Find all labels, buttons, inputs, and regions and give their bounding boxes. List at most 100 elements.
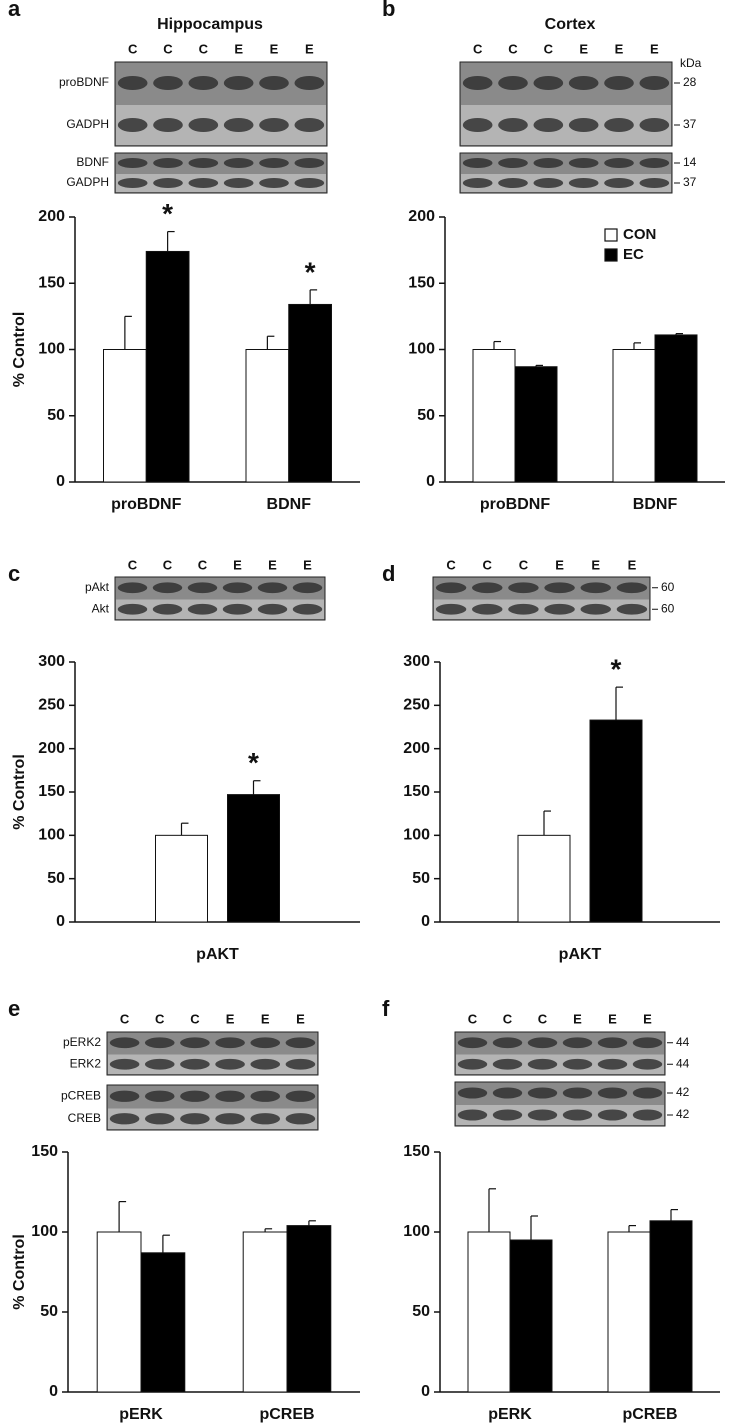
band (188, 158, 219, 168)
panel-label: b (382, 0, 395, 21)
y-tick-label: 0 (56, 473, 65, 490)
lane-label: C (538, 1011, 548, 1026)
band (498, 76, 528, 90)
band (180, 1113, 210, 1125)
band (639, 178, 670, 188)
band (109, 1037, 140, 1049)
y-tick-label: 100 (403, 827, 430, 844)
bar (509, 1239, 553, 1393)
band (259, 118, 289, 132)
y-tick-label: 200 (38, 208, 65, 225)
kda-label: 14 (683, 155, 697, 169)
bar (654, 334, 698, 483)
y-tick-label: 50 (40, 1303, 58, 1320)
band (498, 158, 528, 168)
band (259, 158, 289, 168)
kda-label: 37 (683, 117, 697, 131)
kda-header: kDa (680, 56, 702, 70)
band (457, 1109, 488, 1121)
bar (589, 719, 643, 923)
band (639, 118, 670, 132)
band (632, 1087, 663, 1099)
lane-label: E (305, 41, 314, 56)
y-tick-label: 100 (31, 1223, 58, 1240)
panel-title: Hippocampus (157, 16, 263, 33)
x-tick-label: proBDNF (480, 496, 550, 513)
lane-label: E (234, 41, 243, 56)
lane-label: E (591, 557, 600, 572)
y-tick-label: 250 (403, 697, 430, 714)
band (457, 1037, 488, 1049)
x-tick-label: proBDNF (111, 496, 181, 513)
x-tick-label: pCREB (259, 1406, 314, 1423)
y-tick-label: 50 (417, 407, 435, 424)
band (457, 1087, 488, 1099)
band (109, 1090, 140, 1102)
panel-label: d (382, 561, 395, 586)
band (568, 118, 599, 132)
row-label: pCREB (61, 1088, 101, 1102)
band (597, 1087, 628, 1099)
bar (607, 1231, 651, 1393)
band (492, 1087, 523, 1099)
lane-label: E (628, 557, 637, 572)
y-axis-label: % Control (11, 312, 28, 388)
y-tick-label: 100 (38, 341, 65, 358)
lane-label: E (579, 41, 588, 56)
kda-label: 44 (676, 1035, 690, 1049)
lane-label: C (163, 41, 173, 56)
bar (517, 834, 571, 923)
band (188, 118, 219, 132)
bar (227, 794, 280, 923)
band (153, 118, 183, 132)
row-label: GADPH (66, 175, 109, 189)
row-label: GADPH (66, 117, 109, 131)
band (604, 158, 634, 168)
y-tick-label: 0 (49, 1383, 58, 1400)
band (215, 1090, 245, 1102)
band (462, 76, 493, 90)
band (527, 1087, 558, 1099)
legend-label: EC (623, 246, 644, 263)
band (285, 1058, 316, 1070)
y-tick-label: 100 (403, 1223, 430, 1240)
band (153, 76, 183, 90)
lane-label: C (483, 557, 493, 572)
blot-row (456, 1054, 664, 1074)
panel-title: Cortex (545, 16, 596, 33)
blot-row (461, 105, 671, 145)
row-label: CREB (68, 1111, 101, 1125)
band (508, 603, 539, 615)
band (250, 1037, 281, 1049)
y-axis-label: % Control (11, 754, 28, 830)
bar (612, 349, 656, 483)
band (222, 582, 253, 594)
band (604, 178, 634, 188)
band (597, 1109, 628, 1121)
bar (242, 1231, 288, 1393)
band (144, 1113, 175, 1125)
band (457, 1058, 488, 1070)
band (492, 1109, 523, 1121)
lane-label: C (199, 41, 209, 56)
band (250, 1090, 281, 1102)
band (492, 1058, 523, 1070)
band (462, 158, 493, 168)
y-tick-label: 0 (56, 913, 65, 930)
x-tick-label: BDNF (633, 496, 678, 513)
band (223, 178, 254, 188)
y-tick-label: 0 (421, 1383, 430, 1400)
band (215, 1113, 245, 1125)
bar (140, 1252, 186, 1393)
lane-label: C (163, 557, 173, 572)
band (533, 118, 564, 132)
band (180, 1058, 210, 1070)
band (294, 118, 325, 132)
lane-label: C (519, 557, 529, 572)
lane-label: E (270, 41, 279, 56)
band (527, 1109, 558, 1121)
y-tick-label: 150 (403, 783, 430, 800)
legend-label: CON (623, 226, 656, 243)
y-tick-label: 200 (38, 740, 65, 757)
